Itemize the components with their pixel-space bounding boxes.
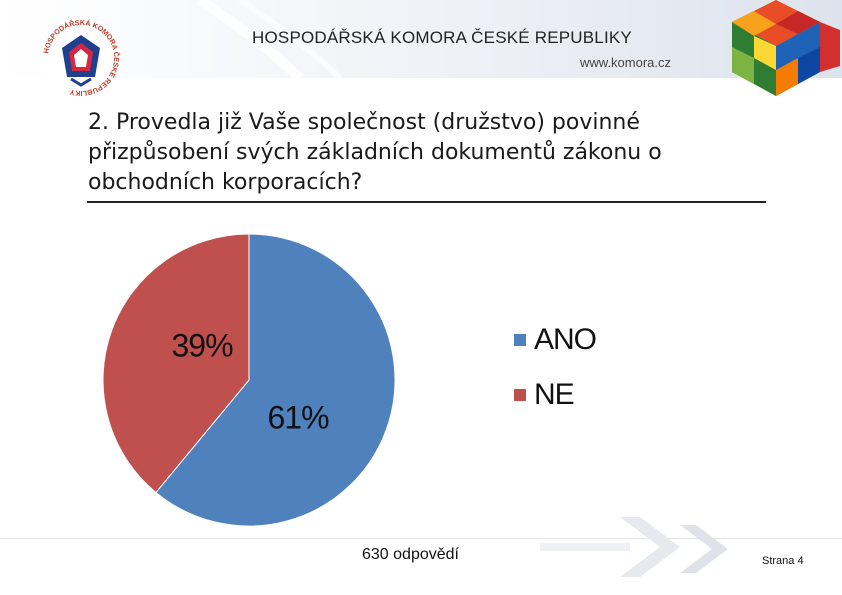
footer-arrows-decoration [540, 517, 728, 577]
legend-item-ano: ANO [514, 323, 597, 357]
pie-slice-ano [155, 233, 396, 527]
legend-label-ano: ANO [534, 323, 597, 356]
chamber-logo: HOSPODÁŘSKÁ KOMORA ČESKÉ REPUBLIKY [40, 17, 122, 99]
question-title: 2. Provedla již Vaše společnost (družstv… [88, 110, 662, 195]
legend-swatch-ano [514, 334, 526, 346]
legend-item-ne: NE [514, 378, 575, 412]
organization-name: HOSPODÁŘSKÁ KOMORA ČESKÉ REPUBLIKY [252, 28, 632, 47]
data-label-ano: 61% [267, 399, 329, 435]
decorative-cube [732, 0, 840, 96]
legend-label-ne: NE [534, 378, 575, 411]
pie-slice-ne [102, 233, 250, 494]
response-count: 630 odpovědí [362, 546, 459, 563]
legend-swatch-ne [514, 389, 526, 401]
header-band [0, 0, 842, 78]
page-number: Strana 4 [762, 555, 804, 567]
website-url[interactable]: www.komora.cz [580, 55, 672, 70]
data-label-ne: 39% [171, 327, 233, 363]
title-underline [87, 201, 766, 203]
footer-divider [0, 538, 842, 539]
